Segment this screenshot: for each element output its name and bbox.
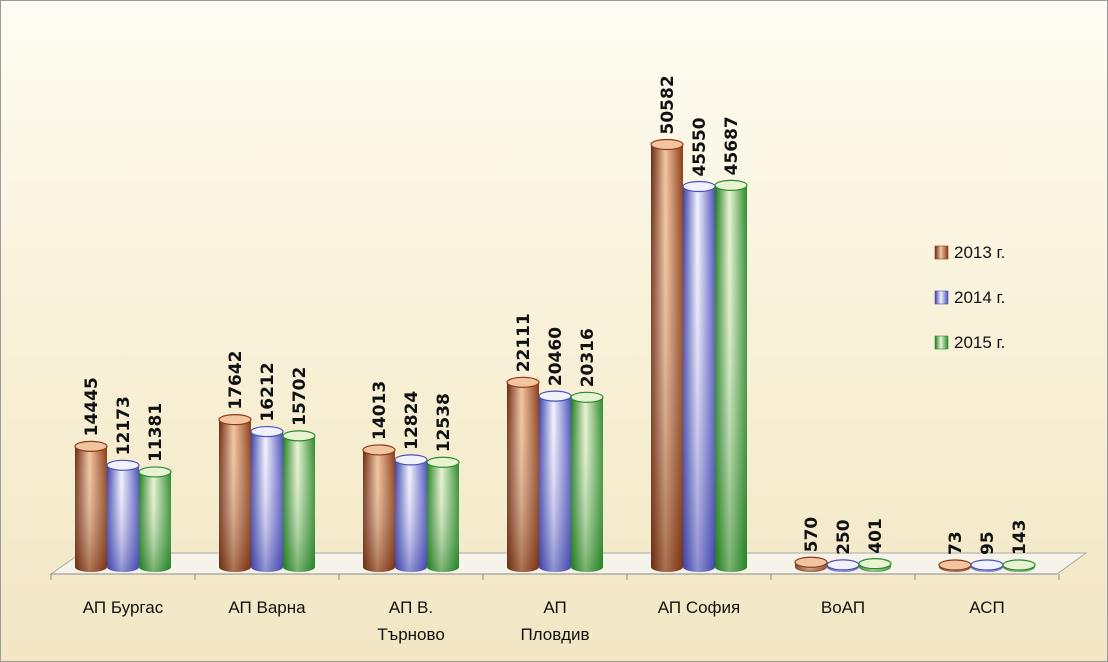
data-label: 12824 [402, 391, 422, 450]
bar [106, 459, 140, 572]
data-label: 20316 [578, 328, 598, 387]
category-label: Търново [377, 625, 445, 644]
legend-swatch [934, 290, 949, 305]
data-label: 73 [946, 531, 966, 555]
legend-label: 2013 г. [954, 243, 1005, 262]
bar [362, 444, 396, 572]
category-label: ВоАП [821, 598, 865, 617]
bar [714, 179, 748, 572]
data-label: 12173 [114, 396, 134, 455]
legend-item: 2013 г. [934, 243, 1005, 262]
data-label: 20460 [546, 327, 566, 386]
bar [970, 559, 1004, 572]
data-label: 250 [834, 519, 854, 555]
bar [218, 414, 252, 572]
legend-swatch [934, 245, 949, 260]
data-label: 95 [978, 531, 998, 555]
legend-item: 2014 г. [934, 288, 1005, 307]
data-label: 570 [802, 517, 822, 553]
data-label: 143 [1010, 520, 1030, 556]
category-label: АП [543, 598, 566, 617]
data-label: 22111 [514, 313, 534, 372]
data-label: 45687 [722, 116, 742, 175]
legend-item: 2015 г. [934, 333, 1005, 352]
data-label: 14013 [370, 381, 390, 440]
bar [538, 390, 572, 572]
bar [282, 430, 316, 572]
bar [250, 425, 284, 572]
legend-swatch [934, 335, 949, 350]
bar [858, 558, 892, 572]
bar [938, 559, 972, 572]
data-label: 45550 [690, 117, 710, 176]
legend-label: 2014 г. [954, 288, 1005, 307]
data-label: 11381 [146, 403, 166, 462]
bar [682, 180, 716, 572]
category-label: АП В. [389, 598, 433, 617]
bar [570, 391, 604, 572]
data-label: 14445 [82, 377, 102, 436]
bar [650, 138, 684, 573]
bar [826, 559, 860, 572]
data-label: 15702 [290, 367, 310, 426]
bar [74, 440, 108, 572]
category-label: Пловдив [520, 625, 589, 644]
data-label: 50582 [658, 75, 678, 134]
category-label: АП София [658, 598, 741, 617]
category-label: АП Бургас [83, 598, 164, 617]
bar [1002, 559, 1036, 572]
data-label: 401 [866, 518, 886, 554]
bar [138, 466, 172, 572]
bar [506, 376, 540, 572]
data-label: 17642 [226, 350, 246, 409]
bar [426, 456, 460, 572]
data-label: 16212 [258, 362, 278, 421]
category-label: АП Варна [228, 598, 306, 617]
bar [394, 454, 428, 572]
category-label: АСП [969, 598, 1004, 617]
data-label: 12538 [434, 393, 454, 452]
bar [794, 556, 828, 572]
legend-label: 2015 г. [954, 333, 1005, 352]
